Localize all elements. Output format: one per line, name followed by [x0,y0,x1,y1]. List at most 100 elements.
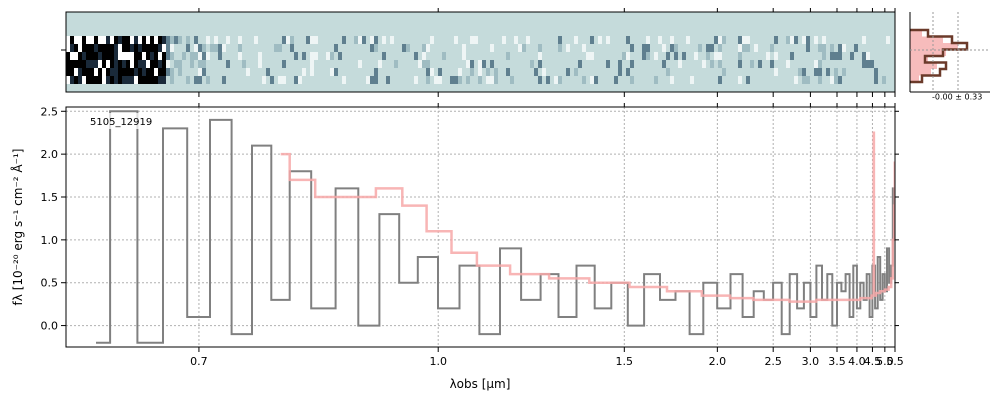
spectrum-pixel [618,68,622,76]
spectrum-pixel [130,36,134,44]
spectrum-pixel [374,76,378,84]
spectrum-pixel [494,76,498,84]
histogram-model-bar [910,56,928,63]
spectrum-pixel [426,60,430,68]
spectrum-pixel [470,68,474,76]
spectrum-pixel [94,68,98,76]
spectrum-pixel [374,44,378,52]
spectrum-pixel [78,76,82,84]
spectrum-pixel [678,60,682,68]
spectrum-pixel [542,68,546,76]
spectrum-pixel [70,52,74,60]
spectrum-pixel [74,60,78,68]
spectrum-pixel [74,36,78,44]
spectrum-pixel [662,44,666,52]
spectrum-pixel [206,52,210,60]
spectrum-pixel [102,60,106,68]
spectrum-pixel [558,76,562,84]
spectrum-pixel [66,76,70,84]
spectrum-pixel [814,68,818,76]
object-label: 5105_12919 [90,117,152,128]
y-axis-label: fλ [10⁻²⁰ erg s⁻¹ cm⁻² Å⁻¹] [10,149,25,306]
spectrum-pixel [626,36,630,44]
spectrum-pixel [442,52,446,60]
spectrum-pixel [658,36,662,44]
spectrum-pixel [206,76,210,84]
spectrum-pixel [166,60,170,68]
spectrum-pixel [490,76,494,84]
panel-2d-pixels [66,36,890,84]
x-axis-label: λobs [μm] [450,377,511,391]
spectrum-pixel [106,60,110,68]
spectrum-pixel [386,76,390,84]
histogram-model-bar [910,36,943,43]
spectrum-pixel [454,36,458,44]
spectrum-pixel [298,76,302,84]
spectrum-pixel [818,60,822,68]
spectrum-pixel [450,76,454,84]
panel-1d-y-ticks: 0.0 0.5 1.0 1.5 2.0 2.5 [41,105,899,333]
spectrum-pixel [790,36,794,44]
spectrum-pixel [582,76,586,84]
spectrum-pixel [462,52,466,60]
spectrum-pixel [158,44,162,52]
spectrum-pixel [402,44,406,52]
spectrum-pixel [150,68,154,76]
spectrum-pixel [150,52,154,60]
spectrum-pixel [326,52,330,60]
histogram-model-bar [910,69,931,76]
spectrum-pixel [226,60,230,68]
x-tick-label: 0.7 [190,355,208,368]
spectrum-pixel [738,36,742,44]
spectrum-pixel [826,68,830,76]
spectrum-pixel [370,36,374,44]
spectrum-pixel [874,68,878,76]
spectrum-pixel [874,76,878,84]
spectrum-pixel [118,52,122,60]
spectrum-pixel [114,60,118,68]
spectrum-pixel [74,44,78,52]
spectrum-pixel [422,52,426,60]
spectrum-pixel [870,60,874,68]
spectrum-pixel [310,36,314,44]
spectrum-pixel [738,76,742,84]
spectrum-pixel [138,52,142,60]
spectrum-pixel [138,60,142,68]
spectrum-pixel [146,76,150,84]
spectrum-pixel [674,52,678,60]
spectrum-pixel [94,52,98,60]
spectrum-pixel [146,68,150,76]
spectrum-pixel [422,60,426,68]
spectrum-pixel [538,44,542,52]
spectrum-pixel [114,68,118,76]
spectrum-pixel [334,68,338,76]
spectrum-pixel [154,76,158,84]
spectrum-pixel [622,52,626,60]
spectrum-pixel [714,36,718,44]
spectrum-pixel [738,60,742,68]
spectrum-pixel [718,52,722,60]
object-label-box [86,113,162,129]
spectrum-pixel [86,76,90,84]
spectrum-pixel [702,60,706,68]
spectrum-pixel [246,68,250,76]
spectrum-pixel [754,44,758,52]
spectrum-pixel [202,44,206,52]
spectrum-pixel [238,52,242,60]
spectrum-pixel [126,44,130,52]
spectrum-pixel [750,60,754,68]
spectrum-pixel [710,44,714,52]
spectrum-pixel [130,60,134,68]
spectrum-pixel [198,60,202,68]
spectrum-pixel [842,44,846,52]
spectrum-pixel [374,68,378,76]
spectrum-pixel [106,68,110,76]
spectrum-pixel [154,60,158,68]
spectrum-pixel [558,36,562,44]
spectrum-pixel [302,68,306,76]
spectrum-pixel [94,60,98,68]
spectrum-pixel [718,76,722,84]
spectrum-pixel [110,76,114,84]
spectrum-pixel [362,36,366,44]
spectrum-pixel [146,36,150,44]
